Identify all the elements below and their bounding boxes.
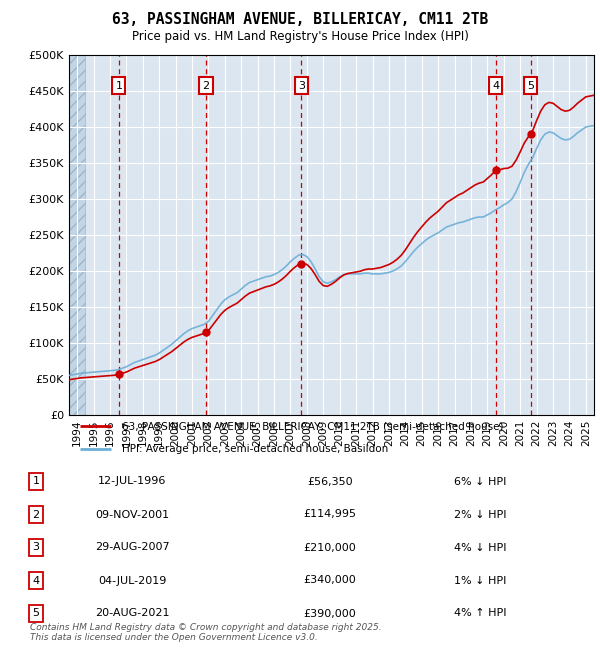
Text: 4% ↑ HPI: 4% ↑ HPI: [454, 608, 506, 619]
Text: 1% ↓ HPI: 1% ↓ HPI: [454, 575, 506, 586]
Text: 1: 1: [32, 476, 40, 486]
Text: £390,000: £390,000: [304, 608, 356, 619]
Text: 4% ↓ HPI: 4% ↓ HPI: [454, 543, 506, 552]
Text: Price paid vs. HM Land Registry's House Price Index (HPI): Price paid vs. HM Land Registry's House …: [131, 30, 469, 43]
Text: £56,350: £56,350: [307, 476, 353, 486]
Text: 2: 2: [203, 81, 210, 90]
Text: £340,000: £340,000: [304, 575, 356, 586]
Text: 4: 4: [492, 81, 499, 90]
Text: 6% ↓ HPI: 6% ↓ HPI: [454, 476, 506, 486]
Text: 20-AUG-2021: 20-AUG-2021: [95, 608, 169, 619]
Text: 4: 4: [32, 575, 40, 586]
Text: 2% ↓ HPI: 2% ↓ HPI: [454, 510, 506, 519]
Text: Contains HM Land Registry data © Crown copyright and database right 2025.
This d: Contains HM Land Registry data © Crown c…: [30, 623, 382, 642]
Text: 3: 3: [32, 543, 40, 552]
Text: 04-JUL-2019: 04-JUL-2019: [98, 575, 166, 586]
Text: 1: 1: [115, 81, 122, 90]
Text: 63, PASSINGHAM AVENUE, BILLERICAY, CM11 2TB (semi-detached house): 63, PASSINGHAM AVENUE, BILLERICAY, CM11 …: [121, 421, 503, 431]
Text: 09-NOV-2001: 09-NOV-2001: [95, 510, 169, 519]
Text: HPI: Average price, semi-detached house, Basildon: HPI: Average price, semi-detached house,…: [121, 444, 388, 454]
Text: 2: 2: [32, 510, 40, 519]
Text: 5: 5: [527, 81, 534, 90]
Text: 29-AUG-2007: 29-AUG-2007: [95, 543, 169, 552]
Text: 63, PASSINGHAM AVENUE, BILLERICAY, CM11 2TB: 63, PASSINGHAM AVENUE, BILLERICAY, CM11 …: [112, 12, 488, 27]
Text: 12-JUL-1996: 12-JUL-1996: [98, 476, 166, 486]
Text: £114,995: £114,995: [304, 510, 356, 519]
Bar: [69, 55, 85, 415]
Text: 5: 5: [32, 608, 40, 619]
Text: £210,000: £210,000: [304, 543, 356, 552]
Text: 3: 3: [298, 81, 305, 90]
